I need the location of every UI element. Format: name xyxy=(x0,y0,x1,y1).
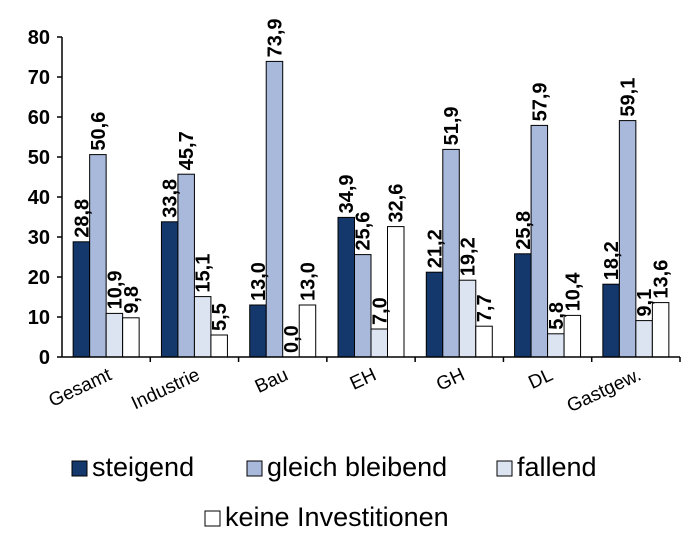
data-label: 34,9 xyxy=(336,174,358,213)
data-label: 51,9 xyxy=(441,106,463,145)
bar-Gesamt-steigend xyxy=(72,241,91,358)
data-label: 28,8 xyxy=(71,199,93,238)
data-label: 73,9 xyxy=(264,18,286,57)
x-tick-label: Gastgew. xyxy=(564,364,645,417)
data-label: 5,8 xyxy=(546,302,568,330)
data-label: 13,6 xyxy=(651,260,673,299)
legend-label: gleich bleibend xyxy=(267,452,447,482)
data-label: 15,1 xyxy=(193,254,215,293)
legend-swatch xyxy=(496,460,513,477)
y-tick-label: 80 xyxy=(28,27,50,49)
data-label: 33,8 xyxy=(160,179,182,218)
data-label: 10,4 xyxy=(562,272,584,312)
bar-GH-keine-Investitionen xyxy=(475,325,493,358)
data-label: 0,0 xyxy=(281,325,303,353)
x-tick-label: Industrie xyxy=(128,364,203,414)
bar-EH-keine-Investitionen xyxy=(387,226,405,358)
data-label: 19,2 xyxy=(458,237,480,276)
data-label: 9,1 xyxy=(634,289,656,317)
data-label: 32,6 xyxy=(386,184,408,223)
x-tick-label: DL xyxy=(525,364,556,393)
bar-GH-steigend xyxy=(425,271,444,358)
data-label: 25,8 xyxy=(513,211,535,250)
y-tick-label: 60 xyxy=(28,107,50,129)
x-axis: Gesamt Industrie Bau EH GH DL Gastgew. xyxy=(46,356,681,417)
y-tick-label: 50 xyxy=(28,147,50,169)
y-tick-label: 70 xyxy=(28,67,50,89)
x-tick-label: EH xyxy=(347,364,380,394)
y-tick-label: 20 xyxy=(28,267,50,289)
bar-Gesamt-fallend xyxy=(105,312,124,358)
bar-DL-fallend xyxy=(547,333,565,358)
data-label: 57,9 xyxy=(529,82,551,121)
legend-label: fallend xyxy=(517,452,597,482)
data-label: 13,0 xyxy=(248,262,270,301)
x-tick-label: Bau xyxy=(252,364,292,397)
data-label: 25,6 xyxy=(353,212,375,251)
data-label: 21,2 xyxy=(425,229,447,268)
legend-label: keine Investitionen xyxy=(225,502,449,532)
legend-swatch xyxy=(71,460,88,477)
data-label: 59,1 xyxy=(618,78,640,117)
y-tick-label: 0 xyxy=(39,347,50,369)
legend-label: steigend xyxy=(92,452,194,482)
data-label: 9,8 xyxy=(121,286,143,314)
bar-DL-steigend xyxy=(514,253,532,358)
data-labels: 28,8 50,6 10,99,8 33,8 45,7 15,1 5,5 13,0 73,9 0,… xyxy=(71,18,672,353)
bar-Industrie-keine-Investitionen xyxy=(210,334,228,358)
data-label: 50,6 xyxy=(88,112,110,151)
bar-Gastgew.-steigend xyxy=(602,283,620,358)
x-tick-label: Gesamt xyxy=(46,364,116,411)
bar-Gastgew.-fallend xyxy=(635,320,653,358)
y-tick-label: 30 xyxy=(28,227,50,249)
bar-Industrie-steigend xyxy=(160,221,179,358)
data-label: 18,2 xyxy=(601,241,623,280)
bar-EH-fallend xyxy=(370,328,388,358)
data-label: 45,7 xyxy=(176,131,198,170)
data-label: 5,5 xyxy=(209,303,231,331)
data-label: 13,0 xyxy=(297,262,319,301)
y-tick-label: 10 xyxy=(28,307,50,329)
data-label: 7,0 xyxy=(369,297,391,325)
bar-Bau-steigend xyxy=(249,304,267,358)
y-tick-label: 40 xyxy=(28,187,50,209)
bar-Gesamt-keine-Investitionen xyxy=(122,317,140,358)
bars xyxy=(72,60,670,358)
x-tick-label: GH xyxy=(433,364,468,395)
data-label: 10,9 xyxy=(104,270,126,309)
y-axis: 0 10 20 30 40 50 60 70 80 xyxy=(28,27,63,369)
bar-Bau-gleich-bleibend xyxy=(265,60,284,358)
bar-Gesamt-gleich-bleibend xyxy=(89,154,107,358)
legend: steigend gleich bleibend fallend keine Inve… xyxy=(71,452,597,532)
legend-swatch xyxy=(204,510,221,527)
bar-Gastgew.-gleich-bleibend xyxy=(618,120,637,358)
legend-swatch xyxy=(246,460,263,477)
data-label: 7,7 xyxy=(474,294,496,322)
